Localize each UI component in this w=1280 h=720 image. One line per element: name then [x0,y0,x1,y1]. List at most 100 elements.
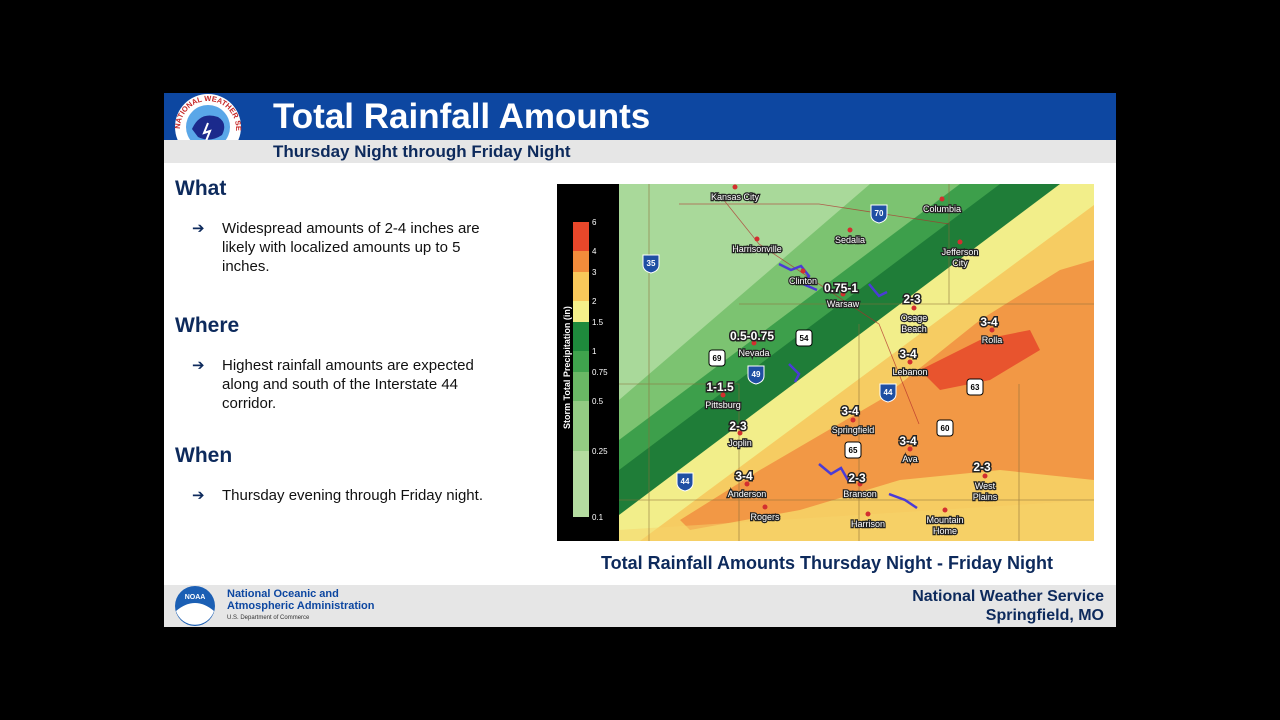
legend-label: 2 [592,297,597,306]
legend-swatch [573,222,589,251]
highway-number: 35 [647,259,656,268]
subtitle: Thursday Night through Friday Night [273,142,571,161]
legend-label: 0.25 [592,447,608,456]
amount-label: 3-4 [899,347,917,361]
city-dot [942,507,948,513]
map-caption: Total Rainfall Amounts Thursday Night - … [600,553,1053,573]
amount-label: 0.75-1 [824,281,858,295]
city-label: Mountain [926,515,963,525]
highway-number: 54 [800,334,809,343]
legend-label: 0.75 [592,368,608,377]
highway-number: 49 [752,370,761,379]
amount-label: 3-4 [735,469,753,483]
city-label: Beach [901,324,927,334]
amount-label: 3-4 [841,404,859,418]
city-label: Anderson [728,489,767,499]
legend-label: 1 [592,347,597,356]
city-dot [762,504,768,510]
legend-swatch [573,272,589,301]
section-heading: Where [175,314,240,337]
bullet-arrow: ➔ [192,220,205,237]
band-south [619,500,1094,541]
city-label: Rogers [750,512,780,522]
city-label: City [952,258,968,268]
noaa-text: NOAA [185,594,206,601]
city-label: Plains [973,492,998,502]
city-label: Springfield [832,425,875,435]
legend-title: Storm Total Precipitation (in) [562,306,572,429]
amount-label: 2-3 [848,471,866,485]
city-dot [800,268,806,274]
city-dot [850,417,856,423]
highway-number: 44 [681,477,690,486]
city-label: Harrisonville [732,244,782,254]
highway-number: 69 [713,354,722,363]
city-label: Columbia [923,204,961,214]
section: Where ➔ Highest rainfall amounts are expec… [175,314,515,413]
city-label: West [975,481,996,491]
legend-swatch [573,322,589,351]
interstate-shield [642,254,660,274]
header-bar: NATIONAL WEATHER SERVICE Total Rainfall … [164,93,1116,160]
highway-number: 44 [884,388,893,397]
legend-swatch [573,451,589,517]
city-label: Rolla [982,335,1003,345]
city-dot [857,481,863,487]
city-label: Home [933,526,957,536]
amount-label: 2-3 [729,419,747,433]
city-label: Clinton [789,276,817,286]
us-shield [966,378,984,396]
city-dot [737,430,743,436]
legend-swatch [573,301,589,322]
us-shield [936,419,954,437]
bullet-arrow: ➔ [192,487,205,504]
section: What ➔ Widespread amounts of 2-4 inches ar… [175,177,515,276]
bullet-text: Thursday evening through Friday night. [222,487,483,504]
city-label: Harrison [851,519,885,529]
city-label: Osage [901,313,928,323]
legend-label: 0.5 [592,397,604,406]
city-label: Nevada [738,348,769,358]
city-label: Jefferson [942,247,979,257]
noaa-bird [176,603,214,625]
city-dot [982,473,988,479]
city-label: Sedalia [835,235,865,245]
noaa-logo: NOAA [175,586,215,626]
city-label: Lebanon [892,367,927,377]
bullet: ➔ Highest rainfall amounts are expected a… [192,356,512,413]
agency: National Oceanic and Atmospheric Administ… [227,588,375,612]
legend-swatch [573,251,589,272]
office-line: National Weather Service [912,588,1104,605]
legend-label: 6 [592,218,597,227]
city-dot [744,481,750,487]
bullet: ➔ Widespread amounts of 2-4 inches are li… [192,219,512,276]
amount-label: 2-3 [973,460,991,474]
legend-swatch [573,351,589,372]
highway-number: 63 [971,383,980,392]
city-dot [911,305,917,311]
legend-swatch [573,401,589,451]
roads [679,193,950,425]
city-label: Pittsburg [705,400,741,410]
city-dot [989,327,995,333]
legend-label: 3 [592,268,597,277]
bullet-arrow: ➔ [192,357,205,374]
us-shield [708,349,726,367]
amount-label: 2-3 [903,292,921,306]
amount-label: 3-4 [899,434,917,448]
city-dot [840,291,846,297]
city-dot [865,511,871,517]
city-label: Ava [902,454,917,464]
logo-bolt [202,122,212,142]
city-dot [732,184,738,190]
interstate-shield [676,472,694,492]
amount-label: 0.5-0.75 [730,329,774,343]
department: U.S. Department of Commerce [227,615,310,621]
amount-label: 3-4 [980,315,998,329]
rainfall-map: 6 4 3 2 1.5 1 0.75 0.5 0.25 0.1 Storm Total Precip… [557,184,1094,541]
legend-swatch [573,372,589,401]
office-line: Springfield, MO [985,607,1104,624]
amount-label: 1-1.5 [706,380,734,394]
us-shield [795,329,813,347]
